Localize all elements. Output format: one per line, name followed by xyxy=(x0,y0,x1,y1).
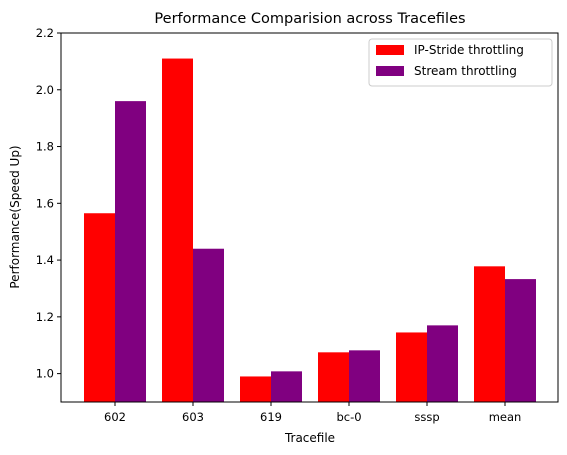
x-tick-label: bc-0 xyxy=(336,410,361,424)
y-tick-label: 1.0 xyxy=(36,367,54,381)
y-tick-label: 1.6 xyxy=(36,196,54,210)
bar-619-series-2 xyxy=(271,371,302,402)
legend: IP-Stride throttling Stream throttling xyxy=(368,38,553,87)
bar-sssp-series-1 xyxy=(396,332,427,402)
y-axis-ticks: 1.0 1.2 1.4 1.6 1.8 2.0 2.2 xyxy=(36,26,61,381)
x-tick-label: 603 xyxy=(182,410,204,424)
bar-603-series-2 xyxy=(193,248,224,402)
bar-mean-series-1 xyxy=(474,266,505,402)
x-tick-label: mean xyxy=(489,410,522,424)
x-tick-label: sssp xyxy=(414,410,439,424)
bar-sssp-series-2 xyxy=(427,325,458,402)
bar-602-series-1 xyxy=(84,213,115,402)
y-axis-label: Performance(Speed Up) xyxy=(8,145,22,288)
legend-swatch xyxy=(376,66,404,76)
legend-swatch xyxy=(376,45,404,55)
legend-box xyxy=(368,38,553,87)
plot-frame xyxy=(60,32,559,403)
x-tick-label: 602 xyxy=(104,410,126,424)
legend-label: Stream throttling xyxy=(414,64,517,78)
y-tick-label: 1.4 xyxy=(36,253,54,267)
bar-bc-0-series-1 xyxy=(318,352,349,402)
bar-602-series-2 xyxy=(115,101,146,402)
x-axis-label: Tracefile xyxy=(284,431,335,445)
x-tick-label: 619 xyxy=(260,410,282,424)
bar-619-series-1 xyxy=(240,376,271,402)
bar-603-series-1 xyxy=(162,58,193,403)
y-tick-label: 2.0 xyxy=(36,83,54,97)
bar-mean-series-2 xyxy=(505,279,536,402)
x-axis-ticks: 602 603 619 bc-0 sssp mean xyxy=(104,402,521,424)
y-tick-label: 2.2 xyxy=(36,26,54,40)
chart-title: Performance Comparision across Tracefile… xyxy=(154,11,465,27)
y-tick-label: 1.2 xyxy=(36,310,54,324)
legend-label: IP-Stride throttling xyxy=(414,43,524,57)
bar-bc-0-series-2 xyxy=(349,350,380,402)
y-tick-label: 1.8 xyxy=(36,140,54,154)
bars-group xyxy=(84,58,536,403)
